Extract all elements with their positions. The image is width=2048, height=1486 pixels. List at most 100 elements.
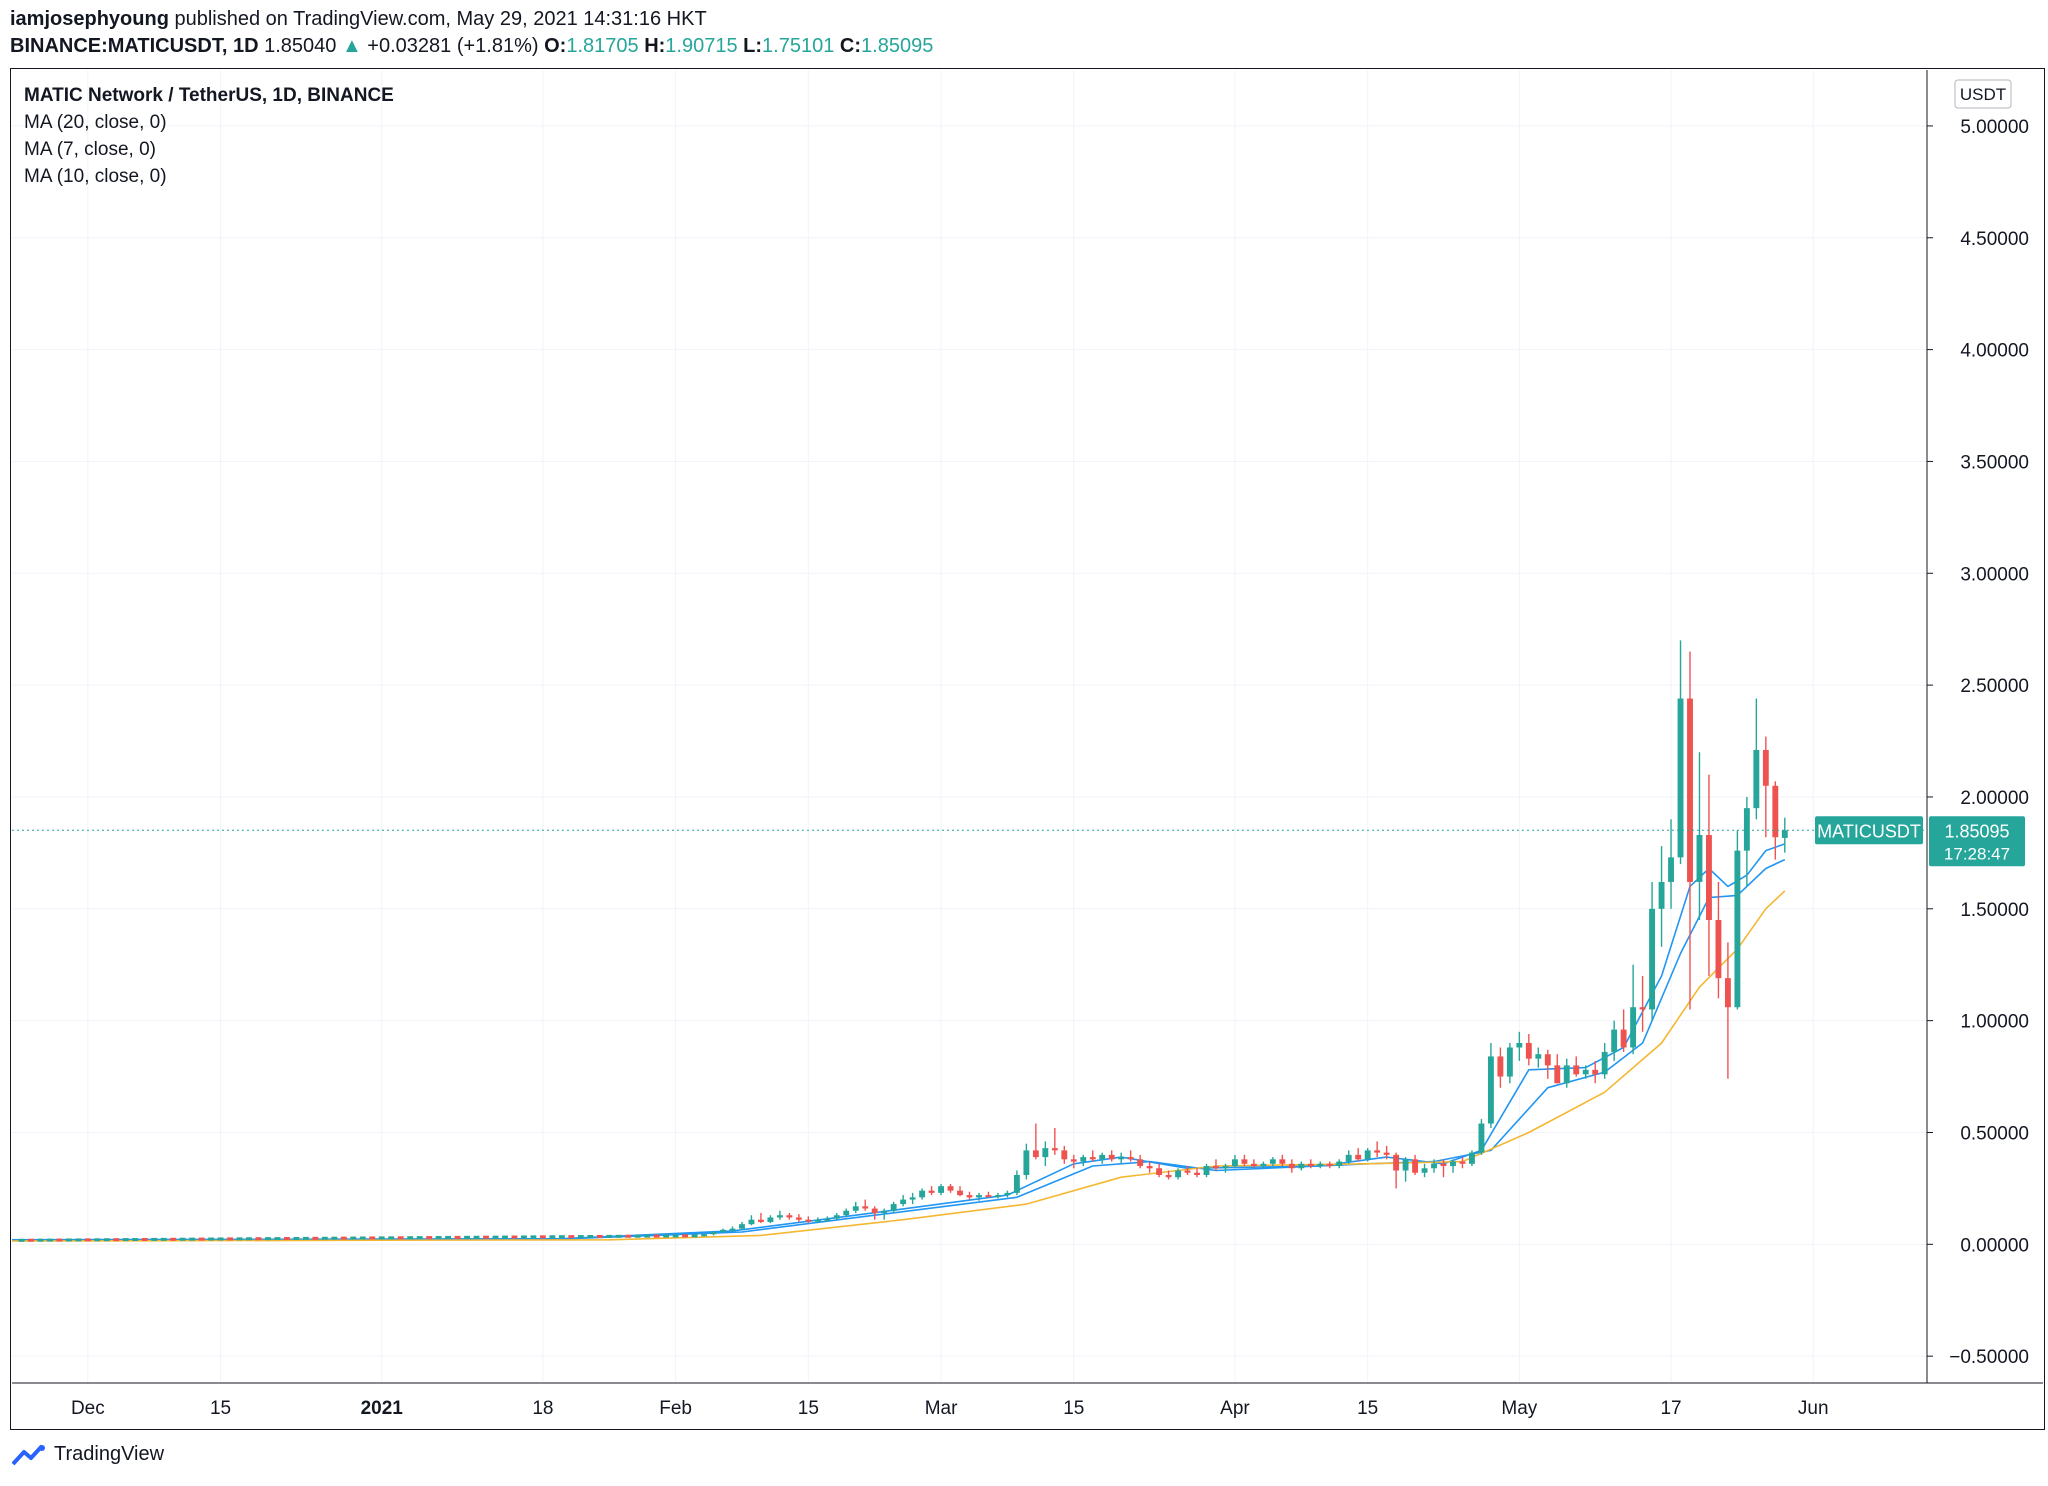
- candle: [852, 1206, 859, 1211]
- candle: [1421, 1168, 1428, 1173]
- candle: [1506, 1047, 1513, 1077]
- candle: [502, 1235, 508, 1239]
- candle: [824, 1218, 831, 1221]
- candle: [1724, 978, 1731, 1008]
- candle: [236, 1237, 243, 1241]
- currency-badge[interactable]: [1954, 79, 2012, 109]
- legend-ma20[interactable]: MA (20, close, 0): [24, 112, 167, 133]
- candle: [1450, 1161, 1456, 1167]
- candle: [691, 1234, 698, 1238]
- candle: [985, 1195, 992, 1198]
- candle: [881, 1210, 888, 1214]
- candle: [1412, 1159, 1419, 1173]
- candle: [1525, 1043, 1532, 1059]
- candle: [454, 1235, 461, 1239]
- candle: [805, 1219, 812, 1222]
- symbol-tag-label: MATICUSDT: [1817, 821, 1921, 841]
- open-label: O:: [544, 35, 567, 57]
- candle: [217, 1237, 224, 1241]
- candle: [1649, 908, 1656, 1010]
- candle: [122, 1238, 129, 1242]
- candle: [350, 1236, 357, 1240]
- price-tag-countdown: 17:28:47: [1944, 844, 2010, 863]
- candle: [1213, 1166, 1219, 1169]
- candle: [653, 1234, 660, 1238]
- y-tick-label: 3.00000: [1960, 564, 2029, 585]
- legend-ma10[interactable]: MA (10, close, 0): [24, 166, 167, 187]
- candle: [1146, 1166, 1153, 1169]
- candle: [1734, 850, 1741, 1008]
- candle: [1222, 1166, 1229, 1169]
- candle: [1260, 1163, 1267, 1167]
- candle: [483, 1235, 489, 1239]
- y-tick-label: 0.50000: [1960, 1123, 2029, 1144]
- candle: [795, 1217, 802, 1220]
- candle: [397, 1236, 404, 1240]
- candle: [321, 1236, 328, 1240]
- y-tick-label: 1.00000: [1960, 1012, 2029, 1033]
- candle: [1184, 1170, 1191, 1173]
- candle: [75, 1238, 82, 1242]
- candle: [1355, 1154, 1362, 1160]
- candle: [909, 1197, 916, 1200]
- candle: [46, 1238, 53, 1242]
- candle: [530, 1235, 537, 1239]
- low-label: L:: [743, 35, 763, 57]
- candle: [492, 1235, 499, 1239]
- candle: [976, 1195, 982, 1198]
- candle: [663, 1234, 670, 1238]
- candle: [1279, 1159, 1286, 1164]
- candle: [84, 1238, 91, 1242]
- price-tag-value: 1.85095: [1944, 821, 2009, 841]
- candle: [1469, 1152, 1475, 1164]
- candle: [1601, 1051, 1608, 1075]
- candle: [1611, 1029, 1618, 1052]
- x-tick-label: Mar: [925, 1398, 958, 1419]
- candle: [435, 1236, 442, 1240]
- y-tick-label: 3.50000: [1960, 452, 2029, 473]
- y-tick-label: 0.00000: [1960, 1235, 2029, 1256]
- candle: [1668, 857, 1674, 882]
- candle: [596, 1234, 603, 1238]
- candle: [18, 1238, 25, 1242]
- footer-brand: TradingView: [54, 1443, 165, 1465]
- candle: [1269, 1159, 1276, 1164]
- candle: [246, 1237, 252, 1241]
- candle: [1345, 1154, 1352, 1162]
- candle: [511, 1235, 518, 1239]
- candle: [160, 1237, 167, 1241]
- candle: [293, 1236, 300, 1240]
- price-change: +0.03281 (+1.81%): [367, 35, 539, 57]
- candle: [255, 1237, 262, 1241]
- x-tick-label: 17: [1660, 1398, 1681, 1419]
- tradingview-footer[interactable]: TradingView: [12, 1443, 164, 1466]
- candle: [1772, 785, 1779, 838]
- candle: [672, 1234, 679, 1238]
- candle: [682, 1234, 689, 1238]
- candle: [407, 1236, 414, 1240]
- candle: [179, 1237, 186, 1241]
- candle: [1554, 1065, 1561, 1084]
- x-tick-label: Apr: [1220, 1398, 1250, 1419]
- chart-frame: [10, 68, 2045, 1430]
- candle: [634, 1234, 641, 1238]
- candle: [312, 1236, 319, 1240]
- legend-ma7[interactable]: MA (7, close, 0): [24, 139, 156, 160]
- candle: [776, 1215, 783, 1218]
- candle: [1687, 698, 1693, 882]
- candle: [1630, 1007, 1637, 1048]
- candle: [701, 1234, 707, 1237]
- candle: [1013, 1174, 1020, 1193]
- candle: [132, 1238, 139, 1242]
- candle: [189, 1237, 196, 1241]
- candle: [56, 1238, 63, 1242]
- candle: [729, 1228, 736, 1231]
- candle: [1317, 1163, 1324, 1167]
- close-value: 1.85095: [861, 35, 934, 57]
- candle: [1042, 1148, 1049, 1158]
- author-name: iamjosephyoung: [10, 8, 169, 30]
- candle: [1108, 1154, 1115, 1160]
- close-label: C:: [839, 35, 862, 57]
- x-tick-label: 18: [532, 1398, 553, 1419]
